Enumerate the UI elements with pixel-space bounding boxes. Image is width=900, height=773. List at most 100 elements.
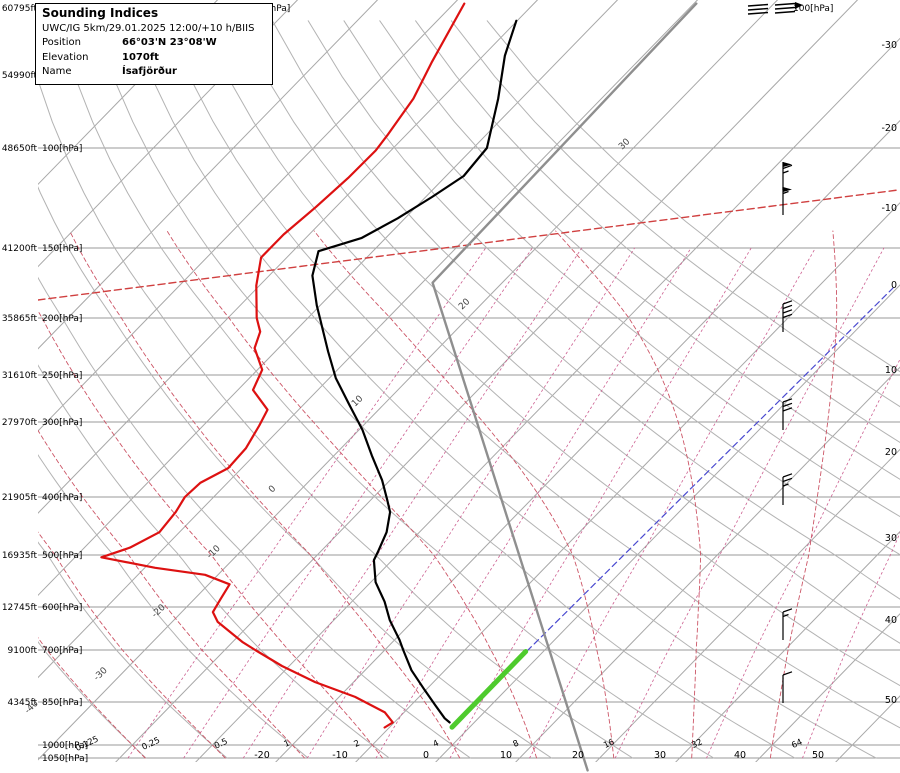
isotherm-line	[515, 366, 900, 762]
isotherm-bottom-label: 30	[654, 750, 666, 761]
altitude-label: 48650ft	[2, 144, 38, 154]
wind-barb	[782, 671, 793, 703]
sounding-info-box: Sounding Indices UWC/IG 5km/29.01.2025 1…	[35, 3, 273, 85]
moist-adiabat-line	[38, 531, 226, 759]
dry-adiabat-line	[128, 20, 877, 759]
dry-adiabat-line	[38, 276, 471, 759]
pressure-label: 250[hPa]	[42, 371, 82, 381]
inline-grid-label: 0	[267, 484, 278, 495]
altitude-label: 31610ft	[2, 371, 38, 381]
inline-grid-label: 10	[350, 394, 365, 409]
mixing-ratio-label: 32	[690, 737, 704, 751]
altitude-label: 35865ft	[2, 314, 38, 324]
pressure-unit-label: [hPa]	[267, 4, 290, 14]
wind-barb	[774, 2, 803, 14]
altitude-label: 12745ft	[2, 603, 38, 613]
isotherm-line	[675, 530, 900, 762]
mixing-ratio-line	[183, 247, 533, 759]
annotation-layer	[38, 189, 899, 659]
isotherm-bottom-label: 0	[423, 750, 429, 761]
isotherm-line	[595, 448, 900, 762]
dry-adiabat-line	[92, 20, 796, 759]
mixing-ratio-label: 16	[602, 737, 616, 751]
pressure-label: 700[hPa]	[42, 646, 82, 656]
isotherm-bottom-label: 50	[812, 750, 824, 761]
wind-barb-column	[747, 2, 803, 703]
info-model-run: UWC/IG 5km/29.01.2025 12:00/+10 h/BIIS	[42, 22, 255, 34]
pressure-label: 200[hPa]	[42, 314, 82, 324]
isotherm-right-label: 0	[891, 280, 897, 291]
moist-adiabat-line	[38, 429, 306, 759]
isotherm-right-label: 20	[885, 447, 897, 458]
isotherm-right-label: -10	[881, 203, 897, 214]
isotherm-line	[755, 613, 900, 762]
wind-barb	[782, 187, 792, 215]
pressure-label: 300[hPa]	[42, 418, 82, 428]
isotherm-line	[38, 0, 778, 761]
inline-grid-label: 20	[457, 297, 472, 312]
moist-adiabat-line	[38, 637, 146, 759]
mixing-ratio-label: 2	[353, 739, 362, 750]
elevation-value: 1070ft	[122, 51, 159, 63]
isotherm-line	[38, 0, 298, 268]
mixing-ratio-label: 0.25	[140, 736, 161, 753]
mixing-ratio-line	[127, 247, 487, 759]
temperature-curve	[311, 19, 518, 724]
dry-adiabat-line	[379, 20, 900, 480]
name-value: Ísafjörður	[122, 66, 177, 78]
parcel-segment-curve	[449, 649, 529, 730]
moist-adiabat-line	[38, 309, 384, 759]
pressure-label: 500[hPa]	[42, 551, 82, 561]
isotherm-line	[435, 284, 900, 762]
mixing-ratio-label: 8	[512, 739, 521, 750]
pressure-label: 100[hPa]	[42, 144, 82, 154]
barb-column-pressure-label: 100[hPa]	[793, 4, 833, 14]
dry-adiabat-line	[236, 20, 900, 644]
altitude-label: 60795ft	[2, 4, 38, 14]
mixing-ratio-line	[242, 247, 583, 759]
aux-blue-dashed-line	[519, 287, 894, 659]
moist-adiabat-line	[69, 230, 461, 759]
dry-adiabat-line	[38, 454, 309, 759]
isotherm-right-label: 30	[885, 533, 897, 544]
dry-adiabat-line	[38, 364, 390, 759]
inline-grid-label: 30	[617, 137, 632, 152]
mixing-ratio-label: 4	[432, 739, 441, 750]
dry-adiabat-line	[164, 20, 900, 729]
isotherm-line	[38, 0, 218, 186]
isotherm-right-label: -20	[881, 123, 897, 134]
mixing-ratio-line	[802, 531, 900, 759]
dry-adiabat-line	[200, 20, 900, 687]
info-title: Sounding Indices	[42, 6, 159, 20]
isotherm-bottom-label: -20	[254, 750, 270, 761]
moist-adiabat-line	[313, 230, 615, 759]
altitude-label: 16935ft	[2, 551, 38, 561]
wind-barb	[747, 3, 769, 15]
isotherm-line	[835, 695, 900, 762]
info-position-row: Position 66°03'N 23°08'W	[42, 36, 266, 51]
wind-barb	[782, 398, 793, 430]
dry-adiabat-line	[450, 20, 900, 408]
dry-adiabat-line	[486, 20, 900, 373]
isotherm-bottom-label: 20	[572, 750, 584, 761]
dry-adiabat-line	[38, 78, 634, 759]
dry-adiabat-line	[307, 20, 900, 556]
wind-barb	[782, 300, 793, 332]
altitude-label: 9100ft	[8, 646, 38, 656]
name-label: Name	[42, 66, 72, 78]
altitude-label: 21905ft	[2, 493, 38, 503]
isotherm-bottom-label: -10	[332, 750, 348, 761]
dry-adiabat-line	[38, 186, 552, 759]
standard-atmosphere-reference-curve	[431, 2, 698, 772]
isotherm-line	[38, 0, 378, 350]
mixing-ratio-line	[306, 247, 635, 759]
mixing-ratio-line	[614, 247, 885, 759]
profile-layer	[100, 2, 698, 772]
info-name-row: Name Ísafjörður	[42, 65, 266, 80]
isotherm-right-label: 50	[885, 695, 897, 706]
isotherm-line	[355, 202, 900, 762]
inline-grid-label: -10	[205, 544, 223, 562]
pressure-label: 150[hPa]	[42, 244, 82, 254]
